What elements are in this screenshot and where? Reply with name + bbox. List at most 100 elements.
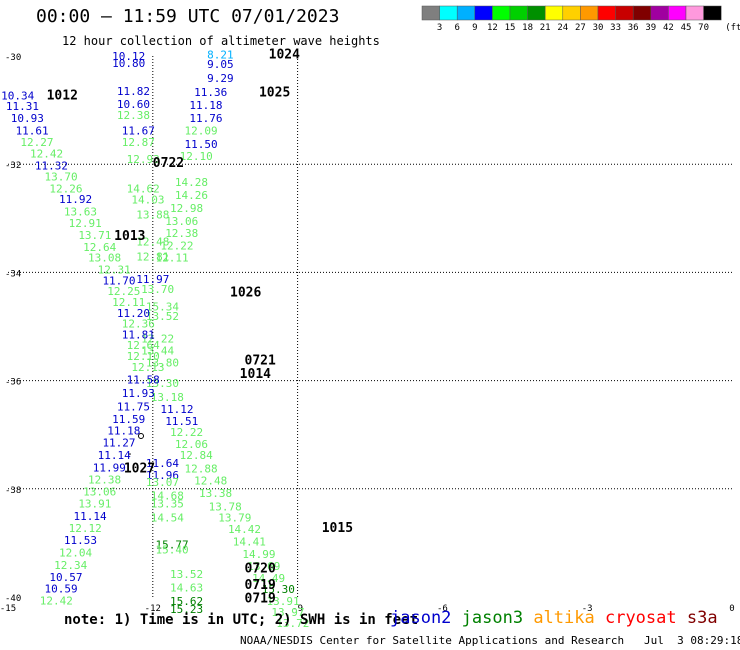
- legend-swatch: [527, 5, 546, 21]
- legend-label: 18: [522, 23, 533, 33]
- wave-height-label: 13.18: [151, 391, 184, 404]
- wave-height-label: 13.08: [88, 252, 121, 265]
- wave-height-label: 13.69: [247, 560, 280, 573]
- track-label: 0721: [245, 353, 276, 368]
- wave-height-label: 11.12: [160, 403, 193, 416]
- legend-swatch: [562, 5, 581, 21]
- legend-label: 15: [505, 23, 516, 33]
- wave-height-label: 14.42: [228, 523, 261, 536]
- legend-swatch: [580, 5, 599, 21]
- legend-swatch: [632, 5, 652, 21]
- legend-label: 9: [472, 23, 477, 33]
- wave-height-label: 13.38: [199, 487, 232, 500]
- lat-tick-label: -30: [5, 53, 21, 63]
- track-label: 1024: [269, 48, 300, 63]
- wave-height-label: 11.32: [35, 160, 68, 173]
- wave-height-label: 14.63: [170, 582, 203, 595]
- wave-height-label: 12.34: [54, 559, 87, 572]
- track-label: 1026: [230, 286, 261, 301]
- wave-height-label: 15.34: [146, 300, 179, 313]
- wave-height-label: 15.30: [262, 583, 295, 596]
- wave-height-label: 11.70: [102, 274, 135, 287]
- legend-swatch: [456, 5, 476, 21]
- wave-height-label: 12.84: [180, 449, 213, 462]
- wave-height-label: 13.97: [271, 606, 304, 619]
- wave-height-label: 11.58: [127, 373, 160, 386]
- units-note: note: 1) Time is in UTC; 2) SWH is in fe…: [64, 612, 419, 628]
- legend-label: 45: [681, 23, 692, 33]
- wave-height-label: 11.92: [59, 193, 92, 206]
- wave-height-label: 13.71: [78, 229, 111, 242]
- wave-height-label: 15.23: [170, 603, 203, 616]
- lon-tick-label: -12: [145, 604, 161, 614]
- map-decorations: [129, 433, 144, 455]
- map-grid: -30-32-34-36-38-40-15 -12 -9 -6 -3 0: [0, 53, 735, 614]
- wave-height-label: 13.06: [165, 215, 198, 228]
- lat-tick-label: -36: [5, 378, 21, 388]
- wave-height-label: 11.81: [122, 328, 155, 341]
- wave-height-label: 14.49: [252, 572, 285, 585]
- wave-height-label: 15.40: [156, 544, 189, 557]
- wave-height-label: 12.09: [185, 124, 218, 137]
- legend-label: 12: [487, 23, 498, 33]
- wave-height-label: 11.99: [93, 461, 126, 474]
- lat-tick-label: -34: [5, 269, 21, 279]
- wave-height-label: 12.38: [165, 227, 198, 240]
- wave-height-label: 11.18: [189, 99, 222, 112]
- wave-height-label: 11.14: [98, 449, 131, 462]
- wave-height-label: 12.10: [127, 350, 160, 363]
- lat-tick-label: -32: [5, 161, 21, 171]
- wave-height-label: 12.87: [122, 136, 155, 149]
- legend-label: 3: [437, 23, 442, 33]
- wave-height-label: 12.42: [40, 595, 73, 608]
- wave-height-label: 11.93: [122, 387, 155, 400]
- legend-label: 21: [540, 23, 551, 33]
- wave-height-label: 12.13: [131, 361, 164, 374]
- legend-swatch: [615, 5, 634, 21]
- legend-label: 30: [593, 23, 604, 33]
- observations: 8.219.059.2911.3611.1811.7612.0911.5012.…: [1, 49, 309, 630]
- wave-height-label: 12.64: [83, 241, 116, 254]
- wave-height-label: 11.50: [185, 138, 218, 151]
- wave-height-label: 9.29: [207, 72, 234, 85]
- wave-height-label: 11.31: [6, 100, 39, 113]
- lon-tick-label: -3: [582, 604, 593, 614]
- wave-height-label: 12.12: [69, 522, 102, 535]
- wave-height-label: 12.31: [98, 263, 131, 276]
- island-marker: [138, 433, 144, 439]
- legend-label: 27: [575, 23, 586, 33]
- satellite-cryosat: cryosat: [604, 608, 687, 628]
- wave-height-label: 12.42: [30, 148, 63, 161]
- wave-height-label: 13.70: [45, 170, 78, 183]
- wave-height-label: 13.52: [170, 568, 203, 581]
- wave-height-label: 13.72: [276, 617, 309, 630]
- legend-swatch: [474, 5, 493, 21]
- wave-height-label: 10.80: [112, 57, 145, 70]
- legend-swatch: [439, 5, 458, 21]
- wave-height-label: 12.25: [107, 285, 140, 298]
- wave-height-label: 12.38: [117, 109, 150, 122]
- legend-swatch: [650, 5, 669, 21]
- wave-height-label: 12.04: [59, 546, 92, 559]
- legend-swatch: [597, 5, 616, 21]
- legend-swatch: [668, 5, 687, 21]
- track-label: 0722: [153, 156, 184, 171]
- wave-height-label: 12.91: [69, 217, 102, 230]
- wave-height-label: 13.52: [146, 310, 179, 323]
- wave-height-label: 13.70: [141, 283, 174, 296]
- wave-height-label: 14.26: [175, 189, 208, 202]
- satellite-jason3: jason3: [461, 608, 534, 628]
- lon-tick-label: -15: [0, 604, 16, 614]
- wave-height-label: 12.81: [136, 250, 169, 263]
- legend-swatch: [509, 5, 528, 21]
- wave-height-label: 11.27: [102, 437, 135, 450]
- legend-label: 6: [454, 23, 459, 33]
- wave-height-label: 14.68: [151, 490, 184, 503]
- legend-label: 39: [645, 23, 656, 33]
- wave-height-label: 12.36: [122, 318, 155, 331]
- wave-height-label: 12.64: [127, 339, 160, 352]
- wave-height-label: 12.22: [160, 240, 193, 253]
